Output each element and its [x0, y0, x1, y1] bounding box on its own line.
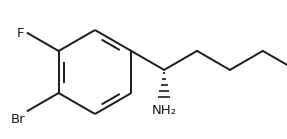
- Text: Br: Br: [11, 113, 26, 126]
- Text: F: F: [17, 27, 25, 40]
- Text: NH₂: NH₂: [152, 104, 177, 117]
